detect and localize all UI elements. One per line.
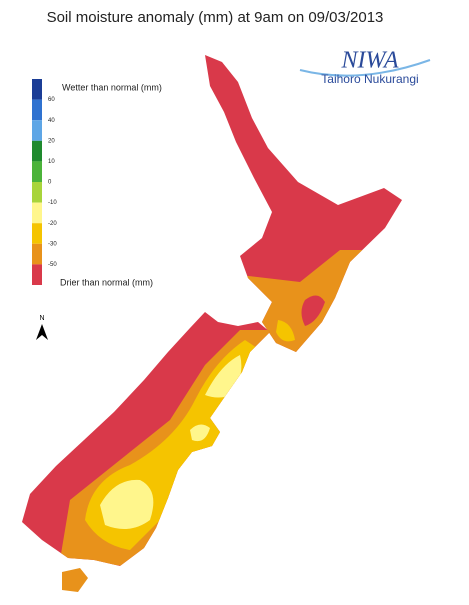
legend-swatch	[32, 140, 42, 162]
north-arrow	[36, 324, 48, 340]
legend-bottom-label: Drier than normal (mm)	[60, 277, 153, 287]
legend-swatch	[32, 79, 42, 100]
legend-swatch	[32, 182, 42, 203]
legend-tick-label: -50	[48, 262, 57, 268]
north-island	[205, 55, 402, 352]
legend-tick-label: 10	[48, 159, 55, 165]
title: Soil moisture anomaly (mm) at 9am on 09/…	[47, 9, 384, 26]
legend-tick-label: -30	[48, 241, 57, 247]
legend-tick-label: 60	[48, 97, 55, 103]
legend-swatch	[32, 99, 42, 121]
legend-tick-label: 20	[48, 138, 55, 144]
legend-tick-label: -10	[48, 200, 57, 206]
legend-tick-label: 0	[48, 180, 52, 186]
legend-tick-label: 40	[48, 118, 55, 124]
south-island	[22, 312, 270, 566]
legend-top-label: Wetter than normal (mm)	[62, 82, 162, 92]
legend-tick-label: -20	[48, 221, 57, 227]
legend-swatch	[32, 223, 42, 244]
legend-swatch	[32, 264, 42, 285]
logo-swoosh	[299, 59, 431, 77]
legend-swatch	[32, 161, 42, 182]
stewart-island	[62, 568, 88, 592]
logo-name: NIWA	[341, 48, 399, 74]
logo-subtitle: Taihoro Nukurangi	[321, 72, 418, 86]
legend: 60 40 20 10 0 -10 -20 -30 -50	[32, 79, 57, 285]
legend-swatch	[32, 243, 42, 265]
legend-swatch	[32, 202, 42, 224]
legend-swatch	[32, 120, 42, 141]
north-label: N	[39, 315, 44, 322]
